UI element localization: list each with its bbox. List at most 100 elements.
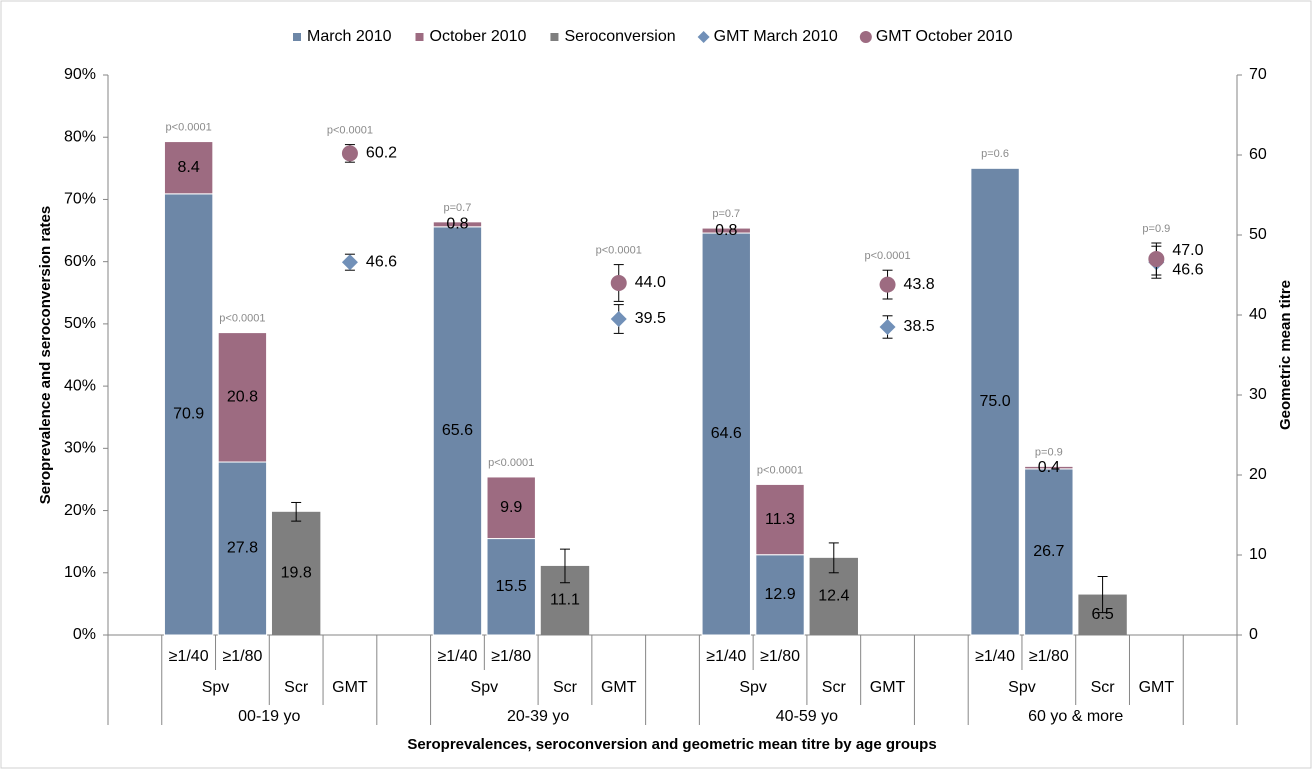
subgroup-label: Scr — [553, 679, 578, 696]
y2-tick-label: 50 — [1249, 226, 1267, 243]
value-label: 0.4 — [1038, 459, 1060, 476]
subgroup-label: GMT — [332, 679, 368, 696]
threshold-label: ≥1/40 — [437, 648, 477, 665]
threshold-label: ≥1/40 — [169, 648, 209, 665]
marker — [1148, 251, 1165, 267]
y2-tick-label: 70 — [1249, 66, 1267, 83]
p-value: p=0.7 — [444, 202, 472, 214]
value-label: 8.4 — [178, 159, 200, 176]
legend-marker — [859, 31, 872, 43]
subgroup-label: Scr — [822, 679, 847, 696]
subgroup-label: Scr — [1091, 679, 1116, 696]
value-label: 70.9 — [173, 406, 204, 423]
marker — [341, 145, 358, 162]
value-label: 11.3 — [765, 511, 795, 528]
value-label: 15.5 — [496, 578, 527, 595]
y2-tick-label: 20 — [1249, 466, 1267, 483]
value-label: 20.8 — [227, 389, 258, 406]
subgroup-label: Spv — [471, 679, 499, 696]
group-label: 00-19 yo — [238, 708, 300, 725]
legend-marker — [697, 31, 710, 43]
bar — [755, 554, 805, 636]
p-value: p<0.0001 — [596, 245, 642, 257]
value-label: 43.8 — [904, 276, 935, 293]
legend-label: October 2010 — [430, 28, 527, 45]
y-tick-label: 0% — [73, 626, 96, 643]
threshold-label: ≥1/80 — [760, 648, 800, 665]
bar — [163, 193, 214, 636]
subgroup-label: Spv — [1008, 679, 1036, 696]
p-value: p<0.0001 — [219, 313, 265, 325]
value-label: 39.5 — [635, 310, 666, 327]
y2-tick-label: 0 — [1249, 626, 1258, 643]
bar-segment — [701, 227, 751, 234]
p-value: p<0.0001 — [488, 457, 534, 469]
legend-marker — [293, 33, 301, 41]
y-tick-label: 70% — [64, 191, 96, 208]
marker — [879, 276, 896, 293]
p-value: p=0.9 — [1142, 223, 1170, 235]
y2-tick-label: 30 — [1249, 386, 1267, 403]
value-label: 0.8 — [446, 216, 468, 233]
threshold-label: ≥1/80 — [222, 648, 262, 665]
bar — [432, 226, 483, 636]
subgroup-label: Scr — [284, 679, 309, 696]
value-label: 12.9 — [764, 586, 795, 603]
threshold-label: ≥1/80 — [491, 648, 531, 665]
value-label: 11.1 — [550, 592, 580, 609]
y-tick-label: 80% — [64, 128, 96, 145]
subgroup-label: Spv — [739, 679, 767, 696]
marker — [879, 319, 896, 335]
bar-segment — [755, 483, 805, 556]
marker — [610, 275, 627, 291]
y-tick-label: 30% — [64, 440, 96, 457]
subgroup-label: GMT — [601, 679, 637, 696]
legend-marker — [550, 33, 559, 41]
y-tick-label: 60% — [64, 253, 96, 270]
value-label: 65.6 — [442, 422, 473, 439]
y-tick-label: 40% — [64, 377, 96, 394]
marker — [341, 254, 358, 271]
threshold-label: ≥1/40 — [975, 648, 1015, 665]
subgroup-label: GMT — [870, 679, 906, 696]
value-label: 38.5 — [904, 318, 935, 335]
threshold-label: ≥1/80 — [1029, 648, 1069, 665]
y-tick-label: 10% — [64, 564, 96, 581]
bar — [217, 461, 268, 636]
value-label: 64.6 — [711, 425, 742, 442]
y2-axis-title: Geometric mean titre — [1277, 280, 1294, 430]
legend-marker — [415, 33, 424, 41]
bar — [271, 511, 321, 635]
bar-segment — [217, 332, 268, 463]
bar-segment — [486, 476, 536, 540]
p-value: p<0.0001 — [757, 464, 803, 476]
value-label: 75.0 — [980, 393, 1011, 410]
bar-segment — [1024, 465, 1074, 470]
legend-label: GMT October 2010 — [876, 28, 1013, 45]
group-label: 40-59 yo — [776, 708, 838, 725]
bar — [970, 167, 1020, 636]
group-label: 20-39 yo — [507, 708, 569, 725]
subgroup-label: GMT — [1139, 679, 1175, 696]
x-axis-title: Seroprevalences, seroconversion and geom… — [407, 736, 936, 753]
legend-label: March 2010 — [307, 28, 392, 45]
value-label: 9.9 — [500, 499, 522, 516]
value-label: 19.8 — [281, 565, 312, 582]
y-tick-label: 50% — [64, 315, 96, 332]
subgroup-label: Spv — [202, 679, 230, 696]
value-label: 47.0 — [1172, 242, 1203, 259]
p-value: p=0.6 — [981, 148, 1009, 160]
value-label: 6.5 — [1091, 606, 1113, 623]
value-label: 27.8 — [227, 540, 258, 557]
y2-tick-label: 40 — [1249, 306, 1267, 323]
bar-segment — [163, 141, 214, 195]
p-value: p=0.7 — [712, 208, 740, 220]
value-label: 46.6 — [366, 253, 397, 270]
legend-label: GMT March 2010 — [714, 28, 838, 45]
marker — [610, 311, 627, 327]
p-value: p=0.9 — [1035, 446, 1063, 458]
group-label: 60 yo & more — [1028, 708, 1123, 725]
threshold-label: ≥1/40 — [706, 648, 746, 665]
legend-label: Seroconversion — [564, 28, 675, 45]
